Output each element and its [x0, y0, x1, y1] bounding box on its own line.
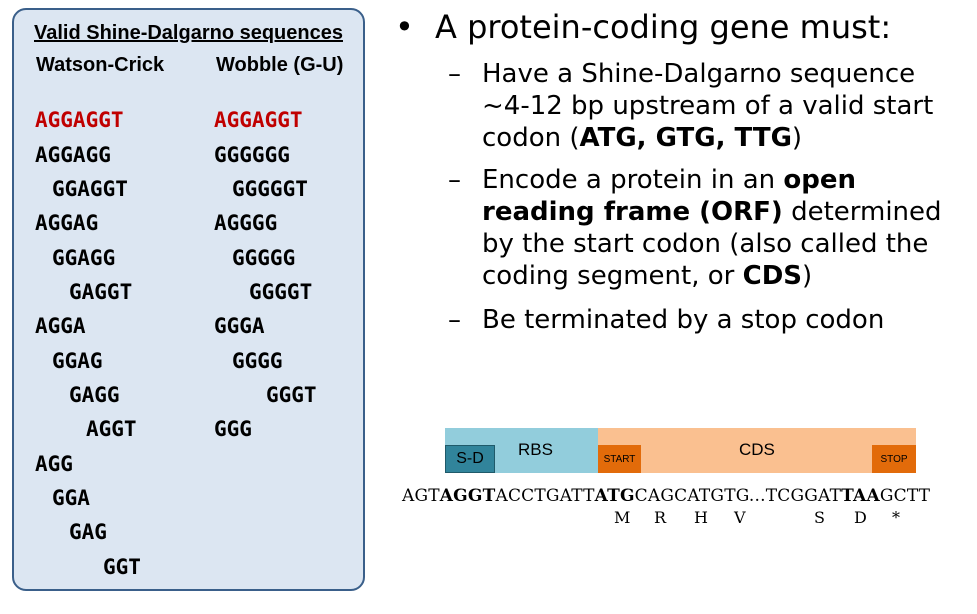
amino-acid: M: [614, 508, 631, 527]
wc-seq-8: GGAG: [52, 349, 103, 373]
start-codons: ATG, GTG, TTG: [579, 123, 792, 153]
wc-seq-3: GGAGGT: [52, 177, 128, 201]
amino-acid: D: [854, 508, 867, 527]
rbs-label: RBS: [518, 440, 553, 459]
wobble-seq-8: GGGG: [232, 349, 283, 373]
wobble-seq-2: GGGGGG: [214, 143, 290, 167]
wobble-seq-3: GGGGGT: [232, 177, 308, 201]
wc-seq-12: GGA: [52, 486, 90, 510]
sub3-text: Be terminated by a stop codon: [482, 305, 885, 335]
dna-part: GCTT: [879, 486, 931, 506]
sub2-close: ): [802, 261, 813, 291]
dna-start-codon: ATG: [594, 486, 635, 506]
wc-seq-2: AGGAGG: [35, 143, 111, 167]
sub1-text: Have a Shine-Dalgarno sequence ~4-12 bp …: [482, 59, 934, 153]
sub2-text-a: Encode a protein in an: [482, 165, 784, 195]
cds-region: [598, 428, 916, 473]
wc-seq-7: AGGA: [35, 314, 86, 338]
amino-acid: R: [654, 508, 667, 527]
wobble-seq-5: GGGGG: [232, 246, 296, 270]
dna-part: ACCTGATT: [495, 486, 595, 506]
wc-seq-14: GGT: [103, 555, 141, 579]
dna-part: AGT: [402, 486, 440, 506]
wobble-seq-9: GGGT: [266, 383, 317, 407]
orf-term: open reading frame (ORF): [482, 165, 857, 227]
gene-diagram: RBS CDS S-D START STOP: [445, 428, 916, 473]
dash-icon: –: [448, 59, 461, 89]
dash-icon: –: [448, 165, 461, 195]
sd-box: S-D: [445, 445, 495, 473]
stop-box: STOP: [872, 445, 916, 473]
wobble-seq-10: GGG: [214, 417, 252, 441]
amino-acid: H: [694, 508, 708, 527]
wobble-seq-7: GGGA: [214, 314, 265, 338]
sub2-text-c: determined by the start codon (also call…: [482, 197, 942, 291]
wc-seq-6: GAGGT: [69, 280, 133, 304]
amino-acid: *: [892, 508, 900, 527]
dash-icon: –: [448, 305, 461, 335]
cds-term: CDS: [742, 261, 802, 291]
wobble-seq-4: AGGGG: [214, 211, 278, 235]
panel-title: Valid Shine-Dalgarno sequences: [34, 22, 343, 44]
dna-part: CAGCATGTG...TCGGAT: [634, 486, 842, 506]
dna-stop-codon: TAA: [841, 486, 880, 506]
wc-seq-9: GAGG: [69, 383, 120, 407]
dna-sd: AGGT: [439, 486, 496, 506]
dna-sequence: AGTAGGTACCTGATTATGCAGCATGTG...TCGGATTAAG…: [402, 486, 930, 506]
sd-sequences-panel: Valid Shine-Dalgarno sequences Watson-Cr…: [12, 8, 365, 591]
wc-seq-10: AGGT: [86, 417, 137, 441]
bullet-dot-icon: •: [395, 8, 414, 46]
main-bullet-text: A protein-coding gene must:: [435, 8, 892, 46]
cds-label: CDS: [739, 440, 775, 459]
wc-seq-11: AGG: [35, 452, 73, 476]
amino-acid: V: [734, 508, 746, 527]
sub1-close: ): [791, 123, 803, 153]
wc-seq-4: AGGAG: [35, 211, 99, 235]
wobble-seq-1: AGGAGGT: [214, 108, 303, 132]
wobble-header: Wobble (G-U): [216, 54, 344, 76]
wc-seq-1: AGGAGGT: [35, 108, 124, 132]
wobble-seq-6: GGGGT: [249, 280, 313, 304]
wc-seq-5: GGAGG: [52, 246, 116, 270]
wc-seq-13: GAG: [69, 520, 107, 544]
start-box: START: [598, 445, 641, 473]
watson-crick-header: Watson-Crick: [36, 54, 165, 76]
amino-acid: S: [814, 508, 825, 527]
